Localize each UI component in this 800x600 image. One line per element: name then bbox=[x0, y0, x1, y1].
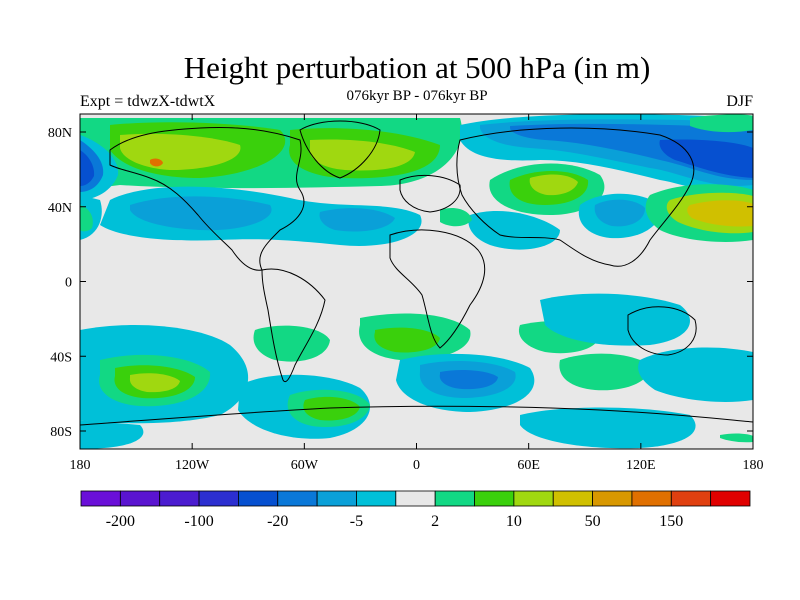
colorbar-label: 2 bbox=[431, 513, 439, 530]
colorbar-label: -5 bbox=[350, 513, 363, 530]
lon-tick-label: 60E bbox=[517, 458, 540, 473]
coastline-australia bbox=[627, 306, 697, 356]
lon-tick-label: 0 bbox=[413, 458, 420, 473]
longitude-axis: 180 120W 60W 0 60E 120E 180 bbox=[70, 114, 764, 473]
colorbar-label: -200 bbox=[106, 513, 135, 530]
coastline-asia bbox=[456, 127, 695, 267]
colorbar-swatch bbox=[592, 490, 633, 507]
colorbar-swatch bbox=[395, 490, 436, 507]
lat-tick-label: 0 bbox=[65, 276, 72, 291]
coastline-south-america bbox=[261, 268, 326, 383]
coastline-antarctica bbox=[80, 405, 753, 426]
contour-positive bbox=[559, 353, 651, 391]
colorbar-swatch bbox=[238, 490, 279, 507]
colorbar-swatch bbox=[198, 490, 239, 507]
coastline-europe bbox=[399, 175, 461, 213]
lon-tick-label: 180 bbox=[743, 458, 764, 473]
colorbar-swatch bbox=[159, 490, 200, 507]
contour-positive bbox=[309, 139, 415, 171]
contour-negative bbox=[468, 210, 560, 250]
contour-negative bbox=[594, 199, 645, 227]
lon-tick-label: 120W bbox=[175, 458, 210, 473]
colorbar-label: -20 bbox=[267, 513, 288, 530]
lat-tick-label: 80S bbox=[50, 425, 72, 440]
colorbar-label: 50 bbox=[585, 513, 601, 530]
contour-negative bbox=[510, 123, 753, 180]
contour-negative bbox=[520, 407, 696, 449]
coastlines bbox=[80, 120, 753, 426]
contour-negative bbox=[80, 150, 95, 186]
contour-positive bbox=[150, 158, 163, 167]
colorbar-swatch bbox=[80, 490, 121, 507]
contour-positive bbox=[529, 174, 578, 196]
colorbar-swatch bbox=[631, 490, 672, 507]
colorbar-swatch bbox=[552, 490, 593, 507]
colorbar-swatch bbox=[513, 490, 554, 507]
lat-tick-label: 80N bbox=[48, 126, 72, 141]
colorbar-label: 10 bbox=[506, 513, 522, 530]
colorbar: -200 -100 -20 -5 2 10 50 150 bbox=[80, 490, 751, 530]
contour-negative bbox=[659, 139, 753, 178]
contour-positive bbox=[690, 114, 753, 133]
contour-positive bbox=[374, 327, 440, 353]
contour-negative bbox=[130, 196, 272, 231]
contour-positive bbox=[687, 200, 753, 227]
experiment-label: Expt = tdwzX-tdwtX bbox=[80, 93, 216, 110]
colorbar-swatch bbox=[710, 490, 751, 507]
lon-tick-label: 60W bbox=[291, 458, 319, 473]
contour-negative bbox=[80, 420, 144, 449]
contour-negative bbox=[439, 369, 498, 390]
colorbar-swatch bbox=[670, 490, 712, 507]
colorbar-swatch bbox=[119, 490, 161, 507]
season-label: DJF bbox=[726, 93, 753, 110]
lon-tick-label: 120E bbox=[626, 458, 656, 473]
coastline-north-america bbox=[109, 127, 305, 271]
contour-positive bbox=[440, 208, 472, 227]
contour-negative bbox=[638, 347, 753, 402]
contour-positive bbox=[129, 373, 180, 393]
contour-positive bbox=[720, 433, 753, 443]
contour-positive bbox=[80, 205, 93, 232]
colorbar-swatch bbox=[474, 490, 515, 507]
coastline-africa bbox=[389, 229, 486, 349]
colorbar-swatch bbox=[434, 490, 475, 507]
lon-tick-label: 180 bbox=[70, 458, 91, 473]
contour-fills bbox=[80, 114, 753, 449]
lat-tick-label: 40S bbox=[50, 350, 72, 365]
latitude-axis: 80N 40N 0 40S 80S bbox=[48, 126, 753, 440]
colorbar-swatch bbox=[277, 490, 318, 507]
colorbar-swatch bbox=[316, 490, 357, 507]
colorbar-swatch bbox=[356, 490, 397, 507]
plot-title: Height perturbation at 500 hPa (in m) bbox=[183, 50, 651, 85]
coastline-greenland bbox=[299, 120, 381, 179]
contour-positive bbox=[303, 396, 360, 421]
lat-tick-label: 40N bbox=[48, 201, 72, 216]
period-label: 076kyr BP - 076kyr BP bbox=[346, 88, 488, 104]
colorbar-label: -100 bbox=[184, 513, 213, 530]
contour-negative bbox=[319, 208, 395, 232]
colorbar-label: 150 bbox=[659, 513, 683, 530]
